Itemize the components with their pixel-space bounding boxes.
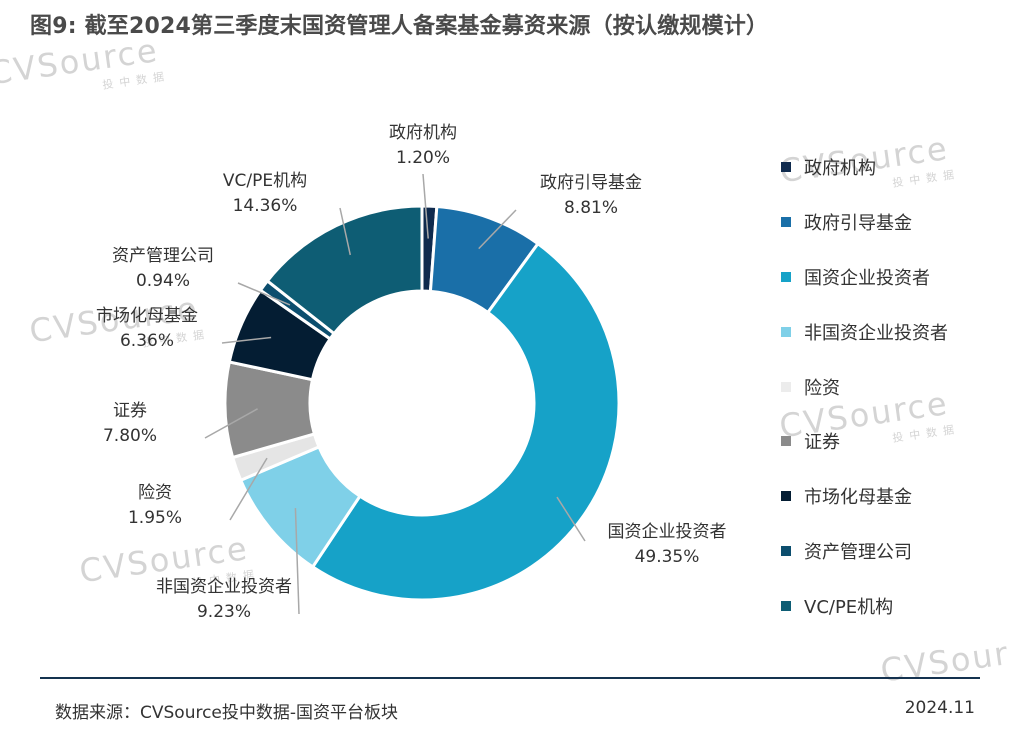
callout-leader-line xyxy=(237,282,291,306)
footer-date: 2024.11 xyxy=(904,698,975,718)
slice-name-label: 险资 xyxy=(138,483,172,503)
slice-value-label: 1.95% xyxy=(128,508,182,528)
legend-swatch xyxy=(781,162,791,173)
legend-label: 政府机构 xyxy=(804,158,876,180)
legend-item: 资产管理公司 xyxy=(781,524,948,579)
legend-label: 政府引导基金 xyxy=(804,213,912,235)
slice-value-label: 1.20% xyxy=(396,148,450,168)
legend-label: 市场化母基金 xyxy=(804,487,912,509)
slice-name-label: 政府引导基金 xyxy=(540,173,642,193)
callout-leader-line xyxy=(556,496,586,542)
legend-swatch xyxy=(781,217,791,228)
slice-value-label: 9.23% xyxy=(197,602,251,622)
slice-value-label: 8.81% xyxy=(564,198,618,218)
callout-leader-line xyxy=(478,209,517,250)
callout-leader-line xyxy=(221,336,272,344)
callout-leader-line xyxy=(294,508,300,615)
footer-source: 数据来源：CVSource投中数据-国资平台板块 xyxy=(55,703,399,723)
legend-item: 险资 xyxy=(781,359,948,414)
legend-label: 险资 xyxy=(804,377,840,399)
callout-leader-line xyxy=(204,408,258,439)
legend-label: 非国资企业投资者 xyxy=(804,322,948,344)
donut-slice xyxy=(265,204,424,336)
callout-leader-line xyxy=(339,207,352,256)
legend-swatch xyxy=(781,326,791,337)
legend-label: 资产管理公司 xyxy=(804,541,912,563)
footer-divider xyxy=(40,677,980,679)
legend-swatch xyxy=(781,545,791,556)
legend-item: 非国资企业投资者 xyxy=(781,304,948,359)
slice-name-label: VC/PE机构 xyxy=(223,171,307,191)
slice-name-label: 证券 xyxy=(113,401,147,421)
donut-slice xyxy=(310,241,621,602)
slice-value-label: 7.80% xyxy=(103,426,157,446)
legend-swatch xyxy=(781,600,791,611)
legend-item: 国资企业投资者 xyxy=(781,250,948,305)
slice-value-label: 6.36% xyxy=(120,331,174,351)
legend-swatch xyxy=(781,436,791,447)
legend-label: VC/PE机构 xyxy=(804,596,894,618)
legend-item: 证券 xyxy=(781,414,948,469)
slice-name-label: 资产管理公司 xyxy=(112,246,214,266)
callout-leader-line xyxy=(229,457,268,521)
legend-item: VC/PE机构 xyxy=(781,578,948,633)
legend-swatch xyxy=(781,271,791,282)
slice-name-label: 国资企业投资者 xyxy=(608,522,727,542)
legend-item: 政府机构 xyxy=(781,140,948,195)
legend-label: 国资企业投资者 xyxy=(804,267,930,289)
slice-name-label: 市场化母基金 xyxy=(96,306,198,326)
slice-value-label: 0.94% xyxy=(136,271,190,291)
legend-swatch xyxy=(781,381,791,392)
legend-swatch xyxy=(781,491,791,502)
slice-name-label: 政府机构 xyxy=(389,123,457,143)
legend-item: 市场化母基金 xyxy=(781,469,948,524)
chart-legend: 政府机构政府引导基金 国资企业投资者 非国资企业投资者 险资证券市场化母基金 资产管理公… xyxy=(781,140,948,633)
slice-value-label: 49.35% xyxy=(635,547,700,567)
legend-label: 证券 xyxy=(804,432,840,454)
slice-value-label: 14.36% xyxy=(233,196,298,216)
callout-leader-line xyxy=(422,173,429,239)
chart-title: 图9: 截至2024第三季度末国资管理人备案基金募资来源（按认缴规模计） xyxy=(30,14,769,39)
slice-name-label: 非国资企业投资者 xyxy=(156,577,292,597)
legend-item: 政府引导基金 xyxy=(781,195,948,250)
